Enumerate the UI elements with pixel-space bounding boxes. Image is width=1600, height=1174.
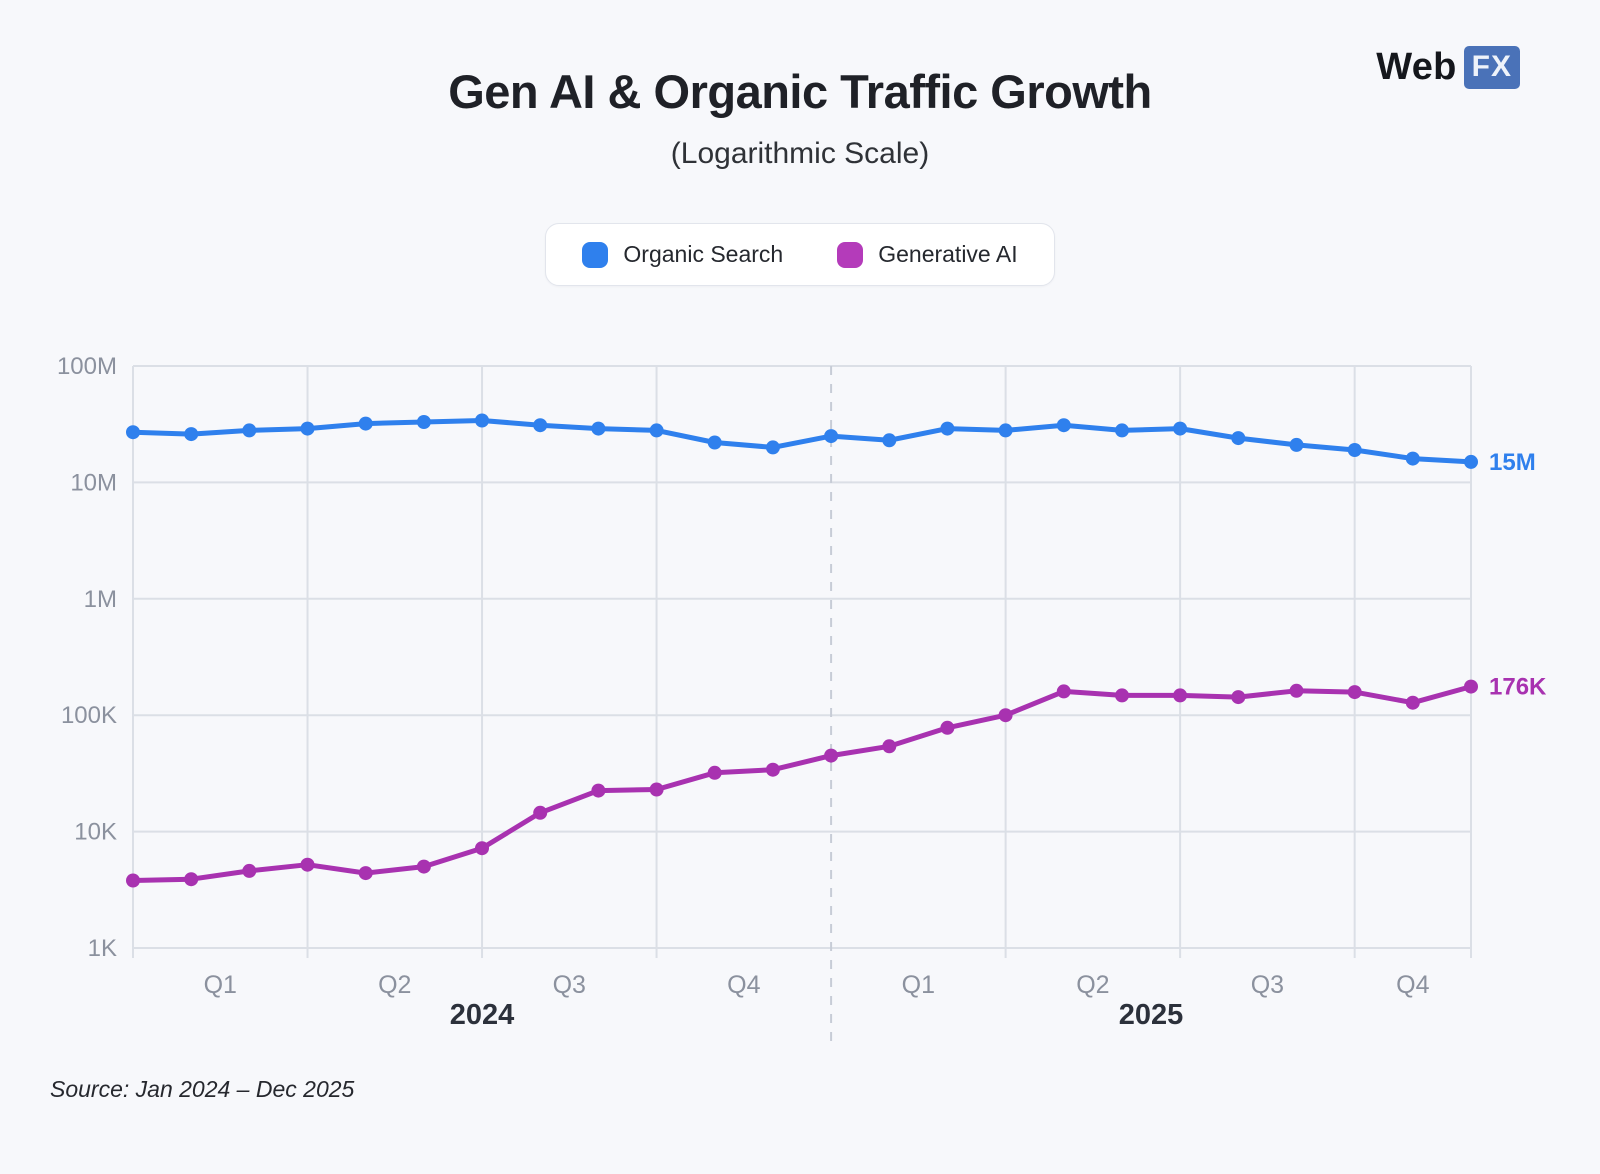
- y-axis-label: 10K: [74, 819, 117, 846]
- data-point-generative-ai: [184, 872, 199, 887]
- y-axis-label: 10M: [70, 469, 117, 496]
- data-point-generative-ai: [1231, 690, 1246, 705]
- source-note: Source: Jan 2024 – Dec 2025: [50, 1076, 355, 1102]
- data-point-organic-search: [1173, 421, 1188, 436]
- series-line-generative-ai: [130, 684, 1474, 883]
- data-point-generative-ai: [940, 720, 955, 735]
- data-point-generative-ai: [765, 762, 780, 777]
- series-line-organic-search: [130, 418, 1474, 465]
- x-axis-quarter-label: Q1: [902, 971, 935, 999]
- generative-ai-swatch: [837, 241, 864, 268]
- y-axis-label: 100M: [57, 353, 117, 380]
- data-point-organic-search: [184, 427, 199, 442]
- data-point-organic-search: [1115, 423, 1129, 438]
- x-axis-quarter-label: Q3: [553, 971, 586, 999]
- data-point-organic-search: [1056, 418, 1071, 433]
- data-point-generative-ai: [1115, 688, 1129, 703]
- data-point-generative-ai: [649, 782, 664, 797]
- page-title: Gen AI & Organic Traffic Growth: [448, 65, 1152, 118]
- y-axis-label: 1K: [88, 935, 117, 962]
- legend-item-organic-search[interactable]: Organic Search: [582, 241, 783, 268]
- data-point-organic-search: [475, 413, 489, 428]
- data-point-organic-search: [1464, 454, 1478, 469]
- data-point-generative-ai: [242, 863, 257, 878]
- x-axis-year-label: 2024: [450, 999, 515, 1031]
- data-point-generative-ai: [1056, 684, 1071, 699]
- data-point-generative-ai: [1289, 683, 1304, 698]
- data-point-generative-ai: [591, 783, 606, 798]
- x-axis-quarter-label: Q4: [727, 971, 760, 999]
- y-axis-label: 1M: [84, 586, 117, 613]
- data-point-generative-ai: [416, 859, 431, 874]
- data-point-organic-search: [998, 423, 1013, 438]
- brand-web-text: Web: [1376, 46, 1457, 88]
- data-point-organic-search: [416, 415, 431, 429]
- data-point-organic-search: [358, 416, 373, 431]
- data-point-organic-search: [300, 421, 315, 436]
- legend-container: Organic Search Generative AI: [0, 223, 1600, 286]
- data-point-organic-search: [533, 418, 548, 433]
- data-point-generative-ai: [1347, 685, 1362, 700]
- series-end-label-organic-search: 15M: [1489, 449, 1536, 476]
- legend-item-generative-ai[interactable]: Generative AI: [837, 241, 1018, 268]
- data-point-generative-ai: [475, 841, 489, 856]
- data-point-generative-ai: [358, 866, 373, 881]
- x-axis-quarter-label: Q2: [378, 971, 411, 999]
- y-axis-label: 100K: [61, 702, 117, 729]
- data-point-generative-ai: [126, 873, 140, 888]
- data-point-generative-ai: [1173, 688, 1188, 703]
- brand-logo: Web FX: [1376, 46, 1520, 89]
- data-point-generative-ai: [707, 765, 722, 780]
- x-axis-quarter-label: Q3: [1251, 971, 1284, 999]
- legend-label-generative-ai: Generative AI: [878, 241, 1018, 267]
- series-end-label-generative-ai: 176K: [1489, 674, 1547, 701]
- chart-subtitle: (Logarithmic Scale): [670, 137, 930, 170]
- brand-fx-badge: FX: [1463, 46, 1520, 89]
- chart-legend: Organic Search Generative AI: [545, 223, 1055, 286]
- data-point-generative-ai: [824, 748, 839, 763]
- x-axis-quarter-label: Q4: [1396, 971, 1429, 999]
- data-point-generative-ai: [300, 857, 315, 872]
- data-point-organic-search: [824, 429, 839, 444]
- x-axis-year-label: 2025: [1119, 999, 1184, 1031]
- data-point-organic-search: [765, 440, 780, 455]
- data-point-organic-search: [1289, 437, 1304, 452]
- data-point-generative-ai: [1464, 679, 1478, 694]
- data-point-organic-search: [591, 421, 606, 436]
- data-point-organic-search: [1405, 451, 1420, 466]
- data-point-generative-ai: [533, 805, 548, 820]
- x-axis-quarter-label: Q1: [204, 971, 237, 999]
- data-point-organic-search: [1347, 443, 1362, 457]
- data-point-generative-ai: [882, 739, 897, 754]
- x-axis-quarter-label: Q2: [1076, 971, 1109, 999]
- data-point-organic-search: [882, 433, 897, 448]
- data-point-organic-search: [940, 421, 955, 436]
- organic-search-swatch: [582, 241, 609, 268]
- data-point-generative-ai: [1405, 695, 1420, 710]
- data-point-generative-ai: [998, 708, 1013, 723]
- data-point-organic-search: [707, 435, 722, 450]
- data-point-organic-search: [1231, 431, 1246, 446]
- data-point-organic-search: [649, 423, 664, 438]
- data-point-organic-search: [242, 423, 257, 438]
- legend-label-organic-search: Organic Search: [623, 241, 784, 267]
- data-point-organic-search: [126, 425, 140, 440]
- traffic-line-chart: 100M 10M 1M 100K 10K 1K Q1 Q2 Q3 Q4 Q1 Q2 Q3 Q4 2024 20…: [57, 353, 1547, 1042]
